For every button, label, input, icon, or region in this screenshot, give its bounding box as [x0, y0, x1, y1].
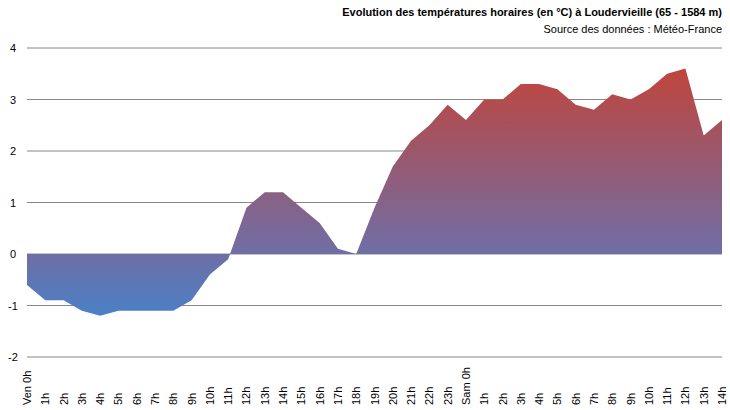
x-tick-label: 5h [551, 393, 563, 405]
x-tick-label: 5h [112, 393, 124, 405]
y-tick-label: 2 [10, 145, 16, 157]
x-tick-label: 3h [515, 393, 527, 405]
subtitle: Source des données : Météo-France [543, 23, 722, 35]
chart: -2 -1 0 1 2 3 4 Ven 0h 1h 2h 3h 4h 5h 6h 7h 8h 9h 10h 11h 1… [0, 0, 730, 410]
x-tick-label: 9h [625, 393, 637, 405]
x-tick-label: 7h [588, 393, 600, 405]
x-tick-label: 8h [606, 393, 618, 405]
x-tick-label: 6h [131, 393, 143, 405]
x-tick-label: 18h [350, 387, 362, 405]
x-tick-label: 14h [277, 387, 289, 405]
y-tick-label: 0 [10, 248, 16, 260]
grid-line [27, 357, 722, 358]
x-tick-label: 11h [661, 387, 673, 405]
y-tick-label: 4 [10, 42, 16, 54]
x-tick-label: 15h [295, 387, 307, 405]
x-tick-label: 16h [314, 387, 326, 405]
y-tick-label: 3 [10, 94, 16, 106]
temperature-area [27, 69, 722, 316]
x-tick-label: 7h [149, 393, 161, 405]
x-tick-label: 21h [405, 387, 417, 405]
x-tick-label: 13h [259, 387, 271, 405]
plot-area [27, 69, 722, 316]
y-tick-label: 1 [10, 197, 16, 209]
x-tick-label: 19h [369, 387, 381, 405]
title: Evolution des températures horaires (en … [342, 6, 722, 18]
x-tick-label: 1h [39, 393, 51, 405]
x-tick-label: 17h [332, 387, 344, 405]
x-tick-label: 20h [387, 387, 399, 405]
x-tick-label: Ven 0h [21, 371, 33, 405]
x-tick-label: 9h [186, 393, 198, 405]
x-tick-label: 22h [423, 387, 435, 405]
x-tick-label: 10h [204, 387, 216, 405]
x-tick-label: 12h [679, 387, 691, 405]
x-tick-label: 13h [698, 387, 710, 405]
x-tick-label: 12h [240, 387, 252, 405]
x-tick-label: 2h [58, 393, 70, 405]
x-tick-label: 4h [533, 393, 545, 405]
x-tick-label: 8h [167, 393, 179, 405]
y-tick-label: -2 [8, 351, 18, 363]
x-tick-label: 14h [716, 387, 728, 405]
x-tick-label: 4h [94, 393, 106, 405]
x-tick-label: 1h [478, 393, 490, 405]
x-tick-label: 11h [222, 387, 234, 405]
x-tick-label: 3h [76, 393, 88, 405]
x-tick-label: 6h [570, 393, 582, 405]
x-tick-label: 23h [442, 387, 454, 405]
y-tick-label: -1 [8, 300, 18, 312]
grid-line [27, 48, 722, 49]
x-tick-label: Sam 0h [460, 367, 472, 405]
x-tick-label: 2h [497, 393, 509, 405]
x-tick-label: 10h [643, 387, 655, 405]
